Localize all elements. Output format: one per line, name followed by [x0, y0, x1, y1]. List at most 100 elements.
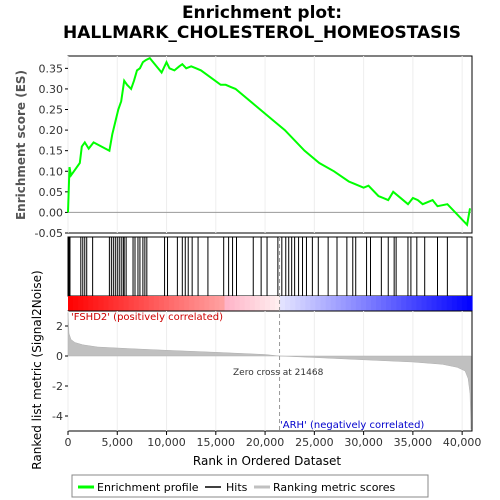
color-bar-segment — [68, 296, 74, 311]
color-bar-segment — [396, 296, 402, 311]
color-bar-segment — [78, 296, 84, 311]
color-bar-segment — [295, 296, 301, 311]
color-bar-segment — [386, 296, 392, 311]
color-bar-segment — [436, 296, 443, 311]
x-tick-label: 25,000 — [295, 436, 334, 449]
color-bar-segment — [244, 296, 251, 311]
enrichment-profile-line — [67, 56, 471, 227]
color-bar-segment — [83, 296, 89, 311]
color-bar-segment — [224, 296, 231, 311]
color-bar-segment — [401, 296, 407, 311]
color-bar-segment — [153, 296, 160, 311]
color-bar-segment — [441, 296, 448, 311]
color-bar-segment — [118, 296, 125, 311]
x-axis-ticks: 0 5,000 10,000 15,000 20,000 25,000 30,000 35,0… — [65, 431, 482, 449]
hit-marks — [68, 237, 468, 296]
color-bar-segment — [123, 296, 130, 311]
color-bar-segment — [214, 296, 221, 311]
ranked-y-tick-label: 2 — [56, 320, 63, 333]
x-tick-label: 20,000 — [246, 436, 285, 449]
es-y-axis-label: Enrichment score (ES) — [14, 70, 28, 220]
es-panel-frame — [67, 55, 473, 234]
color-bar-segment — [199, 296, 205, 311]
color-bar-segment — [305, 296, 311, 311]
x-axis-label: Rank in Ordered Dataset — [193, 454, 341, 468]
color-bar-segment — [93, 296, 99, 311]
color-bar-segment — [290, 296, 296, 311]
color-bar-segment — [431, 296, 438, 311]
negative-correlation-label: 'ARH' (negatively correlated) — [280, 420, 424, 431]
es-y-tick-label: 0.05 — [39, 186, 64, 199]
color-bar-segment — [98, 296, 104, 311]
x-tick-label: 35,000 — [394, 436, 433, 449]
color-bar-segment — [128, 296, 135, 311]
color-bar-segment — [103, 296, 109, 311]
ranking-color-bar — [68, 296, 473, 311]
color-bar-segment — [456, 296, 463, 311]
x-tick-label: 40,000 — [443, 436, 482, 449]
color-bar-segment — [239, 296, 246, 311]
color-bar-segment — [335, 296, 342, 311]
ranked-y-tick-label: -2 — [52, 380, 63, 393]
color-bar-segment — [360, 296, 367, 311]
color-bar-segment — [376, 296, 382, 311]
color-bar-segment — [315, 296, 322, 311]
es-y-tick-label: 0.00 — [39, 206, 64, 219]
color-bar-segment — [391, 296, 397, 311]
legend-profile-label: Enrichment profile — [97, 481, 199, 494]
color-bar-segment — [421, 296, 428, 311]
color-bar-segment — [204, 296, 210, 311]
color-bar-segment — [169, 296, 175, 311]
color-bar-segment — [411, 296, 418, 311]
es-y-tick-label: 0.15 — [39, 145, 64, 158]
color-bar-segment — [259, 296, 266, 311]
color-bar-segment — [350, 296, 357, 311]
color-bar-segment — [280, 296, 286, 311]
color-bar-segment — [184, 296, 190, 311]
x-tick-label: 30,000 — [344, 436, 383, 449]
color-bar-segment — [249, 296, 256, 311]
color-bar-segment — [320, 296, 327, 311]
color-bar-segment — [158, 296, 165, 311]
es-y-tick-label: 0.10 — [39, 165, 64, 178]
color-bar-segment — [285, 296, 291, 311]
x-tick-label: 0 — [65, 436, 72, 449]
es-y-tick-label: -0.05 — [35, 227, 63, 240]
legend-box — [71, 474, 429, 498]
color-bar-segment — [406, 296, 412, 311]
color-bar-segment — [365, 296, 372, 311]
color-bar-segment — [371, 296, 377, 311]
legend-hits-label: Hits — [226, 481, 248, 494]
color-bar-segment — [234, 296, 241, 311]
x-tick-label: 10,000 — [147, 436, 186, 449]
color-bar-segment — [209, 296, 216, 311]
x-tick-label: 15,000 — [197, 436, 236, 449]
color-bar-segment — [194, 296, 200, 311]
es-y-tick-label: 0.20 — [39, 124, 64, 137]
color-bar-segment — [108, 296, 115, 311]
color-bar-segment — [219, 296, 226, 311]
zero-cross-label: Zero cross at 21468 — [233, 368, 324, 378]
color-bar-segment — [340, 296, 347, 311]
ranked-y-ticks: 2 0 -2 -4 — [52, 320, 68, 423]
positive-correlation-label: 'FSHD2' (positively correlated) — [71, 312, 223, 323]
es-y-tick-label: 0.25 — [39, 104, 64, 117]
color-bar-segment — [330, 296, 337, 311]
color-bar-segment — [310, 296, 317, 311]
color-bar-segment — [189, 296, 195, 311]
color-bar-segment — [451, 296, 458, 311]
color-bar-segment — [270, 296, 276, 311]
color-bar-segment — [300, 296, 306, 311]
color-bar-segment — [88, 296, 94, 311]
color-bar-segment — [254, 296, 261, 311]
color-bar-segment — [133, 296, 140, 311]
color-bar-segment — [174, 296, 180, 311]
color-bar-segment — [345, 296, 352, 311]
color-bar-segment — [179, 296, 185, 311]
color-bar-segment — [264, 296, 271, 311]
color-bar-segment — [416, 296, 423, 311]
color-bar-segment — [446, 296, 453, 311]
color-bar-segment — [275, 296, 281, 311]
chart-title-line1: Enrichment plot: — [182, 3, 342, 23]
ranked-y-tick-label: 0 — [56, 350, 63, 363]
